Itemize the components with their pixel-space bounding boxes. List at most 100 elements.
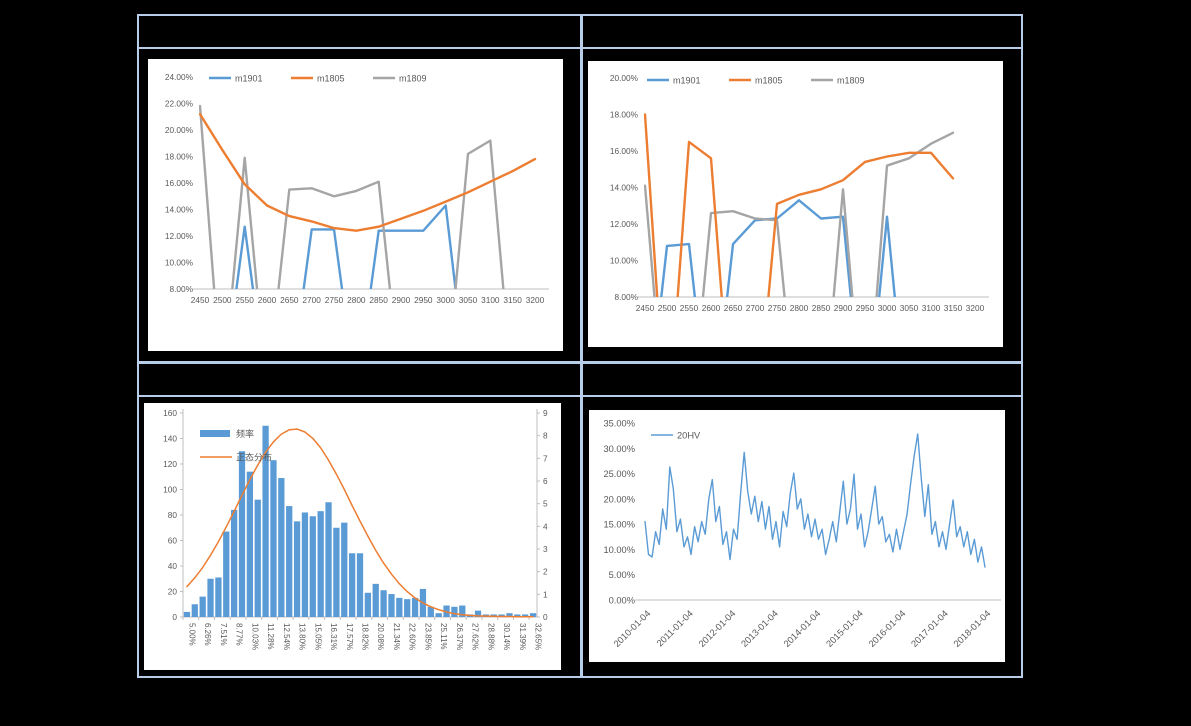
bar (506, 613, 513, 617)
x-tick-label: 2600 (258, 295, 277, 305)
table-horizontal-divider-2 (139, 361, 1021, 364)
y-tick-label: 24.00% (165, 72, 194, 82)
x-tick-label: 7.51% (219, 623, 228, 646)
bar (254, 499, 261, 617)
y-left-tick-label: 60 (168, 536, 178, 546)
y-tick-label: 8.00% (614, 292, 638, 302)
x-tick-label: 2900 (392, 295, 411, 305)
x-tick-label: 12.54% (282, 623, 291, 650)
bar (380, 590, 387, 617)
legend-label-frequency: 频率 (236, 428, 254, 439)
bar (435, 613, 442, 617)
bar (364, 592, 371, 617)
bar (522, 614, 529, 617)
bar (278, 478, 285, 617)
bar (388, 594, 395, 617)
legend-label-normal: 正态分布 (236, 452, 272, 463)
x-tick-label: 3000 (436, 295, 455, 305)
y-tick-label: 35.00% (603, 419, 635, 429)
bar (349, 553, 356, 617)
legend: m1901 m1805 m1809 (209, 74, 427, 84)
x-tick-label: 2550 (680, 303, 699, 313)
bar (411, 597, 419, 617)
chart-iv-smile-left: 24.00% 22.00% 20.00% 18.00% 16.00% 14.00% 12.0… (148, 59, 563, 351)
series-m1809-line (644, 131, 955, 297)
legend-label-m1809: m1809 (399, 74, 427, 84)
y-tick-label: 8.00% (169, 284, 193, 294)
y-right-tick-label: 3 (543, 544, 548, 554)
bar (317, 511, 324, 617)
y-tick-label: 14.00% (610, 183, 639, 193)
x-tick-label: 2800 (347, 295, 366, 305)
series-m1901-line (660, 199, 897, 297)
y-left-tick-label: 80 (168, 510, 178, 520)
x-tick-label: 2800 (790, 303, 809, 313)
x-tick-label: 3100 (922, 303, 941, 313)
bar (498, 614, 505, 617)
y-right-tick-label: 2 (543, 567, 548, 577)
y-tick-label: 15.00% (603, 520, 635, 530)
bar (183, 611, 191, 617)
y-tick-label: 5.00% (609, 570, 635, 580)
bar (286, 506, 293, 617)
y-tick-label: 20.00% (610, 73, 639, 83)
x-tick-label: 2950 (856, 303, 875, 313)
chart-histogram-normal: 160 140 120 100 80 60 40 20 0 9 8 7 6 5 4 3 2 1 0 5.00% 6.26… (144, 403, 561, 670)
x-tick-label: 26.37% (455, 623, 464, 650)
series-m1805-line (644, 113, 955, 297)
bar (341, 522, 348, 617)
x-tick-label: 10.03% (250, 623, 259, 650)
bar (301, 512, 309, 617)
x-tick-label: 17.57% (345, 623, 354, 650)
x-tick-label: 30.14% (502, 623, 511, 650)
y-tick-label: 20.00% (603, 494, 635, 504)
table-header-cell-1-right (583, 16, 1021, 47)
legend-label-m1901: m1901 (235, 74, 263, 84)
x-tick-label: 2750 (768, 303, 787, 313)
y-tick-label: 10.00% (610, 256, 639, 266)
x-tick-label: 2014-01-04 (782, 608, 823, 649)
bar (262, 425, 269, 617)
x-tick-label: 3100 (481, 295, 500, 305)
x-tick-label: 23.85% (423, 623, 432, 650)
x-tick-label: 2012-01-04 (697, 608, 738, 649)
chart-iv-smile-left-svg: 24.00% 22.00% 20.00% 18.00% 16.00% 14.00% 12.0… (165, 72, 549, 305)
x-axis-tick-labels: 2010-01-04 2011-01-04 2012-01-04 2013-01-04… (612, 608, 993, 649)
y-axis-right-tick-labels: 9 8 7 6 5 4 3 2 1 0 (543, 408, 548, 622)
y-tick-label: 18.00% (165, 152, 194, 162)
bar (199, 596, 206, 617)
x-tick-label: 2750 (325, 295, 344, 305)
table-header-cell-2-left (139, 364, 580, 395)
bar (451, 606, 458, 617)
bar (372, 583, 379, 617)
x-tick-label: 3050 (900, 303, 919, 313)
y-tick-label: 0.00% (609, 596, 635, 606)
y-axis-tick-labels: 35.00% 30.00% 25.00% 20.00% 15.00% 10.00% 5.00… (603, 419, 635, 606)
x-tick-label: 2700 (302, 295, 321, 305)
y-right-tick-label: 5 (543, 499, 548, 509)
x-tick-label: 31.39% (518, 623, 527, 650)
y-right-tick-label: 7 (543, 453, 548, 463)
frequency-bars (183, 425, 537, 617)
x-tick-label: 18.82% (361, 623, 370, 650)
y-tick-label: 16.00% (610, 146, 639, 156)
bar (238, 451, 246, 617)
legend-label-m1805: m1805 (755, 76, 783, 86)
x-tick-label: 11.28% (266, 623, 275, 650)
bar (293, 521, 301, 617)
y-right-tick-label: 0 (543, 612, 548, 622)
x-axis-tick-labels: 2450 2500 2550 2600 2650 2700 2750 2800 2850 2900… (636, 303, 985, 313)
y-axis-tick-labels: 24.00% 22.00% 20.00% 18.00% 16.00% 14.00% 12.0… (165, 72, 194, 294)
y-tick-label: 10.00% (603, 545, 635, 555)
x-tick-label: 6.26% (203, 623, 212, 646)
y-left-tick-label: 160 (163, 408, 177, 418)
series-m1809-line (199, 104, 505, 289)
x-tick-label: 2900 (834, 303, 853, 313)
y-right-tick-label: 1 (543, 589, 548, 599)
bar (215, 577, 222, 617)
bar (459, 605, 466, 617)
x-tick-label: 3200 (526, 295, 545, 305)
y-tick-label: 25.00% (603, 469, 635, 479)
x-tick-label: 15.05% (313, 623, 322, 650)
